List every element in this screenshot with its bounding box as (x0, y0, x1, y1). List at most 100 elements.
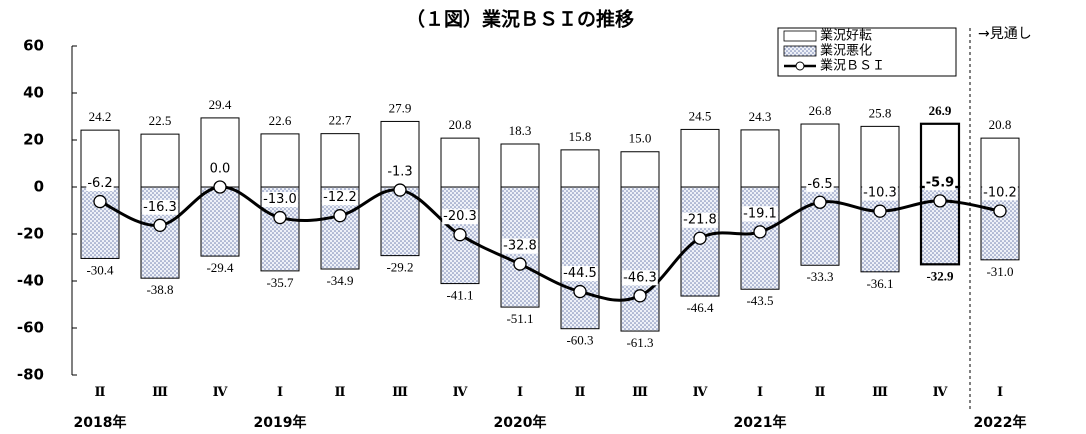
label-bg (502, 238, 538, 254)
legend-swatch (783, 30, 817, 42)
bar (140, 133, 180, 188)
data-label: 25.8 (869, 105, 892, 120)
data-label: 15.8 (569, 129, 592, 144)
line (99, 185, 1001, 302)
bar (860, 186, 900, 273)
legend-swatch (783, 45, 817, 57)
data-label: 26.8 (809, 103, 832, 118)
data-label: -32.9 (926, 268, 954, 283)
label-bg (442, 209, 478, 225)
data-label: -29.4 (206, 260, 234, 275)
legend-point (795, 61, 805, 71)
point (93, 194, 107, 209)
x-tick-label: Ⅱ (575, 384, 586, 399)
x-tick-label: Ⅳ (933, 384, 948, 399)
data-label: -10.3 (863, 186, 897, 201)
bar (260, 133, 300, 188)
label-bg (742, 206, 778, 222)
year-label: 2022年 (974, 414, 1027, 431)
chart-title: （１図）業況ＢＳＩの推移 (406, 8, 634, 31)
data-label: -35.7 (266, 275, 294, 290)
data-label: -41.1 (446, 288, 473, 303)
bar (680, 128, 720, 188)
data-label: 24.3 (749, 109, 772, 124)
label-bg (682, 212, 718, 228)
label-bg (262, 192, 298, 208)
point (873, 204, 887, 218)
bar (320, 133, 360, 188)
data-label: -31.0 (986, 264, 1013, 279)
legend-label: 業況好転 (820, 28, 872, 44)
data-label: 24.5 (689, 108, 712, 123)
x-tick-label: Ⅲ (392, 384, 408, 399)
data-label: -1.3 (387, 165, 412, 180)
y-tick-label: 60 (23, 37, 44, 55)
label-bg (562, 266, 598, 282)
x-tick-label: Ⅳ (213, 384, 228, 399)
data-label: 18.3 (509, 123, 532, 138)
label-bg (142, 199, 178, 215)
data-label: -10.2 (983, 185, 1017, 200)
x-tick-label: Ⅲ (872, 384, 888, 399)
label-bg (862, 185, 898, 201)
label-bg (86, 176, 114, 192)
x-tick-label: Ⅳ (693, 384, 708, 399)
data-label: 15.0 (629, 131, 652, 146)
bar (200, 117, 240, 188)
data-label: -30.4 (86, 262, 114, 277)
data-label: -34.9 (326, 273, 353, 288)
bar (620, 186, 660, 332)
bar (620, 151, 660, 188)
data-label: -33.3 (806, 269, 833, 284)
bar (440, 137, 480, 188)
point (933, 194, 947, 208)
y-tick-label: 40 (23, 84, 44, 102)
data-label: -16.3 (143, 200, 177, 215)
label-bg (982, 185, 1018, 201)
bar (860, 125, 900, 188)
point (513, 257, 527, 271)
data-label: -19.1 (743, 206, 777, 221)
bar (500, 143, 540, 188)
bar (560, 149, 600, 188)
data-label: -29.2 (386, 260, 413, 275)
data-label: 22.6 (269, 113, 292, 128)
y-tick-label: -60 (17, 319, 44, 337)
data-label: -13.0 (263, 192, 297, 207)
x-tick-label: Ⅱ (335, 384, 346, 399)
x-tick-label: Ⅲ (632, 384, 648, 399)
label-bg (924, 175, 956, 191)
label-bg (208, 161, 232, 177)
point (333, 209, 347, 223)
point (153, 218, 167, 232)
point (213, 180, 227, 194)
y-tick-label: -40 (17, 272, 44, 290)
data-label: 29.4 (209, 97, 232, 112)
data-label: -43.5 (746, 293, 773, 308)
point (693, 231, 707, 245)
y-tick-label: -20 (17, 225, 44, 243)
label-bg (322, 190, 358, 206)
x-tick-label: Ⅰ (517, 384, 523, 399)
bar (560, 186, 600, 330)
data-label: -6.2 (87, 176, 112, 191)
data-label: 24.2 (89, 109, 112, 124)
point (633, 289, 647, 303)
year-label: 2021年 (734, 414, 787, 431)
point (993, 204, 1007, 218)
data-label: 22.5 (149, 113, 172, 128)
label-bg (386, 164, 414, 180)
point (753, 225, 767, 239)
x-tick-label: Ⅰ (997, 384, 1003, 399)
data-label: -46.3 (623, 270, 657, 285)
y-tick-label: -80 (17, 366, 44, 384)
forecast-label: →見通し (978, 26, 1032, 42)
data-label: 20.8 (989, 117, 1012, 132)
data-label: -38.8 (146, 282, 173, 297)
bar (380, 186, 420, 257)
x-tick-label: Ⅱ (815, 384, 826, 399)
data-label: 20.8 (449, 117, 472, 132)
data-label: -6.5 (807, 177, 832, 192)
data-label: 26.9 (929, 103, 952, 118)
